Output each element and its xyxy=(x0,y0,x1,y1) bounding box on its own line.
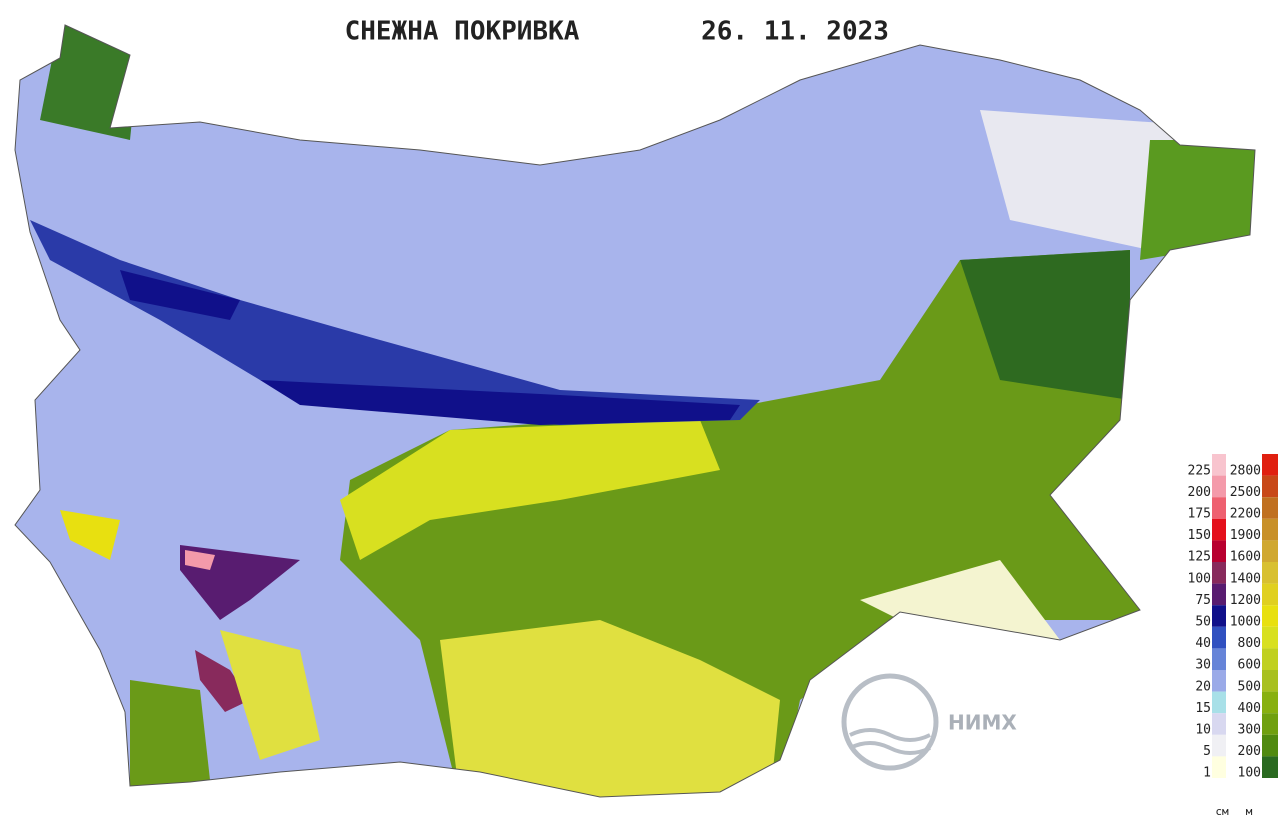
legend-label: 15 xyxy=(1195,701,1211,716)
legend-swatch xyxy=(1262,540,1278,562)
legend-swatch xyxy=(1262,518,1278,541)
legend-swatch xyxy=(1262,713,1278,735)
legend-swatch xyxy=(1212,540,1226,562)
legend-label: 1900 xyxy=(1230,528,1261,543)
legend-label: 200 xyxy=(1238,744,1261,759)
legend-label: 1600 xyxy=(1230,550,1261,565)
snow-deep xyxy=(185,550,215,570)
terrain xyxy=(340,420,720,560)
legend-swatch xyxy=(1262,734,1278,757)
legend-label: 1 xyxy=(1203,766,1211,781)
legend-swatch xyxy=(1212,670,1226,692)
terrain xyxy=(130,680,210,790)
legend-label: 125 xyxy=(1188,550,1211,565)
terrain xyxy=(220,630,320,760)
legend-label: 100 xyxy=(1238,766,1261,781)
legend: 225 200 175 150 125 100 75 50 40 30 20 15 10 5 1 см 2800… xyxy=(1188,454,1278,818)
legend-label: 2200 xyxy=(1230,507,1261,522)
legend-swatch xyxy=(1212,648,1226,670)
map-title: СНЕЖНА ПОКРИВКА xyxy=(345,17,580,47)
legend-label: 500 xyxy=(1238,679,1261,694)
legend-swatch xyxy=(1212,605,1226,627)
legend-swatch xyxy=(1212,518,1226,541)
lowland xyxy=(40,25,140,140)
legend-label: 100 xyxy=(1188,571,1211,586)
legend-label: 1000 xyxy=(1230,615,1261,630)
legend-swatch xyxy=(1262,497,1278,519)
legend-unit: м xyxy=(1246,805,1253,818)
legend-label: 2500 xyxy=(1230,485,1261,500)
legend-swatch xyxy=(1262,475,1278,498)
legend-label: 400 xyxy=(1238,701,1261,716)
logo-waves xyxy=(849,728,931,755)
legend-label: 800 xyxy=(1238,636,1261,651)
legend-label: 600 xyxy=(1238,658,1261,673)
snow-deep xyxy=(195,650,250,712)
legend-swatch xyxy=(1262,670,1278,692)
legend-label: 150 xyxy=(1188,528,1211,543)
legend-unit: см xyxy=(1215,805,1229,818)
map-date: 26. 11. 2023 xyxy=(701,17,889,47)
legend-swatch xyxy=(1212,626,1226,649)
legend-label: 40 xyxy=(1195,636,1211,651)
legend-swatch xyxy=(1212,454,1226,476)
legend-label: 225 xyxy=(1188,463,1211,478)
snow-deep xyxy=(120,270,240,320)
legend-swatch xyxy=(1212,691,1226,714)
snow-deep xyxy=(260,380,740,425)
terrain xyxy=(1140,140,1255,260)
terrain xyxy=(440,620,780,797)
legend-label: 20 xyxy=(1195,679,1211,694)
logo-text: НИМХ xyxy=(948,711,1017,735)
legend-label: 5 xyxy=(1203,744,1211,759)
legend-swatch xyxy=(1212,756,1226,778)
legend-label: 200 xyxy=(1188,485,1211,500)
legend-swatch xyxy=(1262,691,1278,714)
legend-label: 2800 xyxy=(1230,463,1261,478)
legend-swatch xyxy=(1212,734,1226,757)
legend-label: 1400 xyxy=(1230,571,1261,586)
legend-swatch xyxy=(1212,583,1226,606)
terrain xyxy=(960,250,1130,400)
legend-label: 300 xyxy=(1238,723,1261,738)
legend-label: 50 xyxy=(1195,615,1211,630)
legend-swatch xyxy=(1262,648,1278,670)
terrain xyxy=(60,510,120,560)
legend-label: 30 xyxy=(1195,658,1211,673)
legend-swatch xyxy=(1212,475,1226,498)
legend-swatch xyxy=(1262,583,1278,606)
legend-swatch xyxy=(1262,756,1278,778)
legend-swatch xyxy=(1262,626,1278,649)
legend-swatch xyxy=(1262,605,1278,627)
logo-ring xyxy=(841,673,939,771)
legend-swatch xyxy=(1262,562,1278,584)
legend-swatch xyxy=(1212,713,1226,735)
legend-swatch xyxy=(1212,562,1226,584)
border xyxy=(14,24,1256,798)
legend-label: 175 xyxy=(1188,507,1211,522)
legend-label: 10 xyxy=(1195,723,1211,738)
legend-label: 75 xyxy=(1195,593,1211,608)
legend-swatch xyxy=(1262,454,1278,476)
legend-swatch xyxy=(1212,497,1226,519)
logo: НИМХ xyxy=(841,673,1017,771)
legend-label: 1200 xyxy=(1230,593,1261,608)
